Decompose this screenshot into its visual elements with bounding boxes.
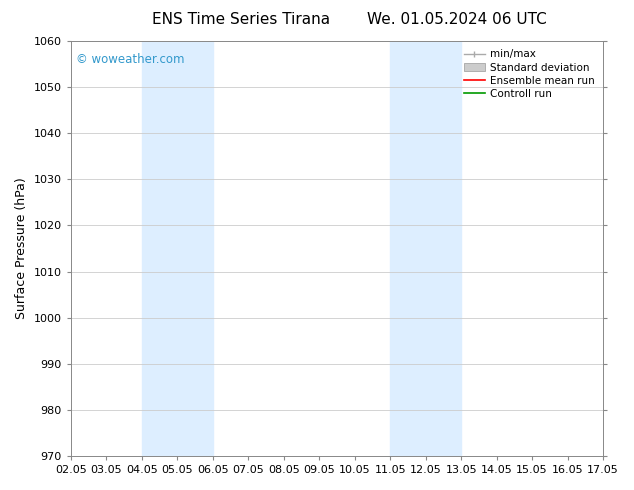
Legend: min/max, Standard deviation, Ensemble mean run, Controll run: min/max, Standard deviation, Ensemble me… bbox=[461, 46, 598, 102]
Y-axis label: Surface Pressure (hPa): Surface Pressure (hPa) bbox=[15, 178, 28, 319]
Text: © woweather.com: © woweather.com bbox=[76, 53, 184, 67]
Text: ENS Time Series Tirana: ENS Time Series Tirana bbox=[152, 12, 330, 27]
Bar bbox=[390, 41, 461, 456]
Text: We. 01.05.2024 06 UTC: We. 01.05.2024 06 UTC bbox=[366, 12, 547, 27]
Bar bbox=[141, 41, 212, 456]
